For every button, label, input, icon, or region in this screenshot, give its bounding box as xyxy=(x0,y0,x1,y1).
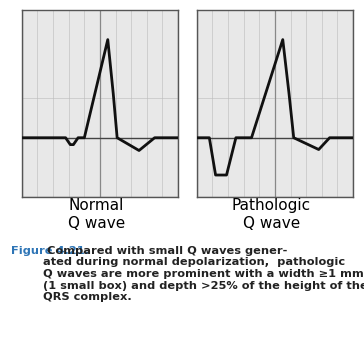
Text: Pathologic
Q wave: Pathologic Q wave xyxy=(232,198,311,231)
Text: Compared with small Q waves gener-
ated during normal depolarization,  pathologi: Compared with small Q waves gener- ated … xyxy=(43,246,364,302)
Text: Normal
Q wave: Normal Q wave xyxy=(68,198,125,231)
Text: Figure 4.21.: Figure 4.21. xyxy=(11,246,89,256)
